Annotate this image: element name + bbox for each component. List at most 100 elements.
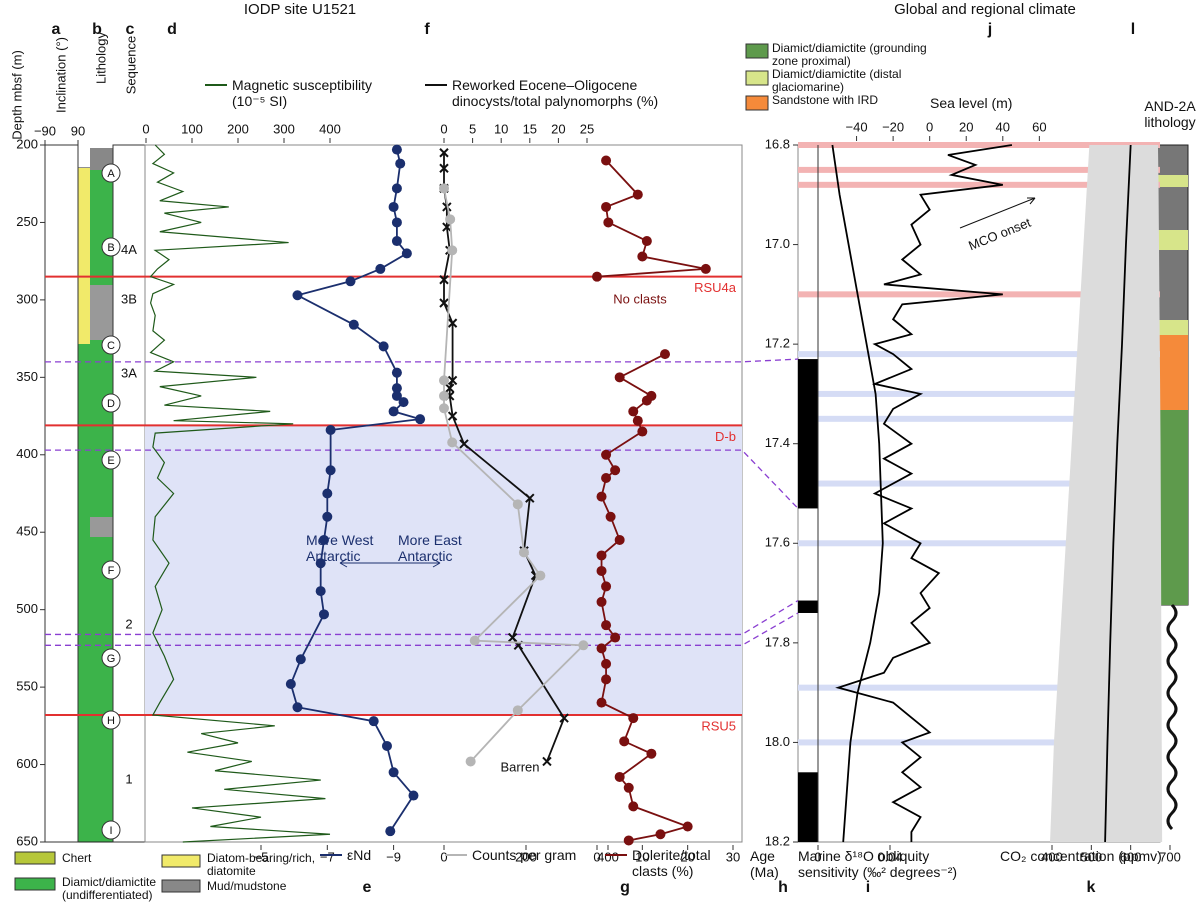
y-tick-label: 550 (16, 679, 38, 694)
marker (628, 801, 639, 812)
legend-label: εNd (347, 847, 372, 863)
annotation: No clasts (613, 291, 667, 306)
unit-circle (101, 237, 121, 257)
unit-label: A (107, 168, 115, 180)
x-tick-label: −9 (386, 849, 401, 864)
x-tick-label: 10 (635, 849, 649, 864)
and2a-distal (1158, 175, 1188, 187)
legend-swatch (161, 854, 201, 868)
x-tick-label: 90 (71, 123, 85, 138)
marker (439, 183, 449, 194)
marker (318, 609, 329, 620)
legend-label: Counts per gram (472, 847, 577, 863)
marker (637, 426, 648, 437)
unit-label: C (107, 340, 115, 352)
x-tick-label: −20 (882, 119, 904, 134)
unit-circle (101, 820, 121, 840)
series-line (831, 144, 884, 843)
marker (601, 449, 612, 460)
panel-letter: d (167, 21, 177, 38)
warm-band (798, 166, 1160, 173)
marker (559, 713, 569, 723)
marker (512, 705, 523, 716)
sequence-label: 1 (125, 771, 132, 786)
marker (391, 183, 402, 194)
panel-letter: l (1131, 21, 1135, 38)
unit-label: E (107, 455, 114, 467)
marker (660, 349, 670, 360)
x-tick-label: 200 (515, 849, 537, 864)
marker (596, 491, 607, 502)
marker (512, 499, 523, 510)
marker (378, 341, 389, 352)
annotation: MCO onset (966, 215, 1033, 254)
x-tick-label: 400 (597, 849, 619, 864)
marker (628, 713, 639, 724)
y-axis-title: Age (Ma) (750, 848, 779, 880)
x-tick-label: 15 (523, 121, 537, 136)
x-tick-label: 300 (273, 121, 295, 136)
panel-letter: f (424, 21, 430, 38)
marker (614, 534, 625, 545)
marker (315, 586, 326, 597)
marker (445, 214, 456, 225)
unit-circle (101, 450, 121, 470)
marker (368, 716, 379, 727)
marker (603, 217, 614, 228)
x-tick-label: 0.04 (877, 849, 902, 864)
marker (391, 390, 402, 401)
marker (388, 201, 399, 212)
legend-label: Diamict/diamictite (grounding zone proxi… (772, 41, 927, 68)
legend-swatch (161, 879, 201, 893)
polarity-normal (798, 772, 818, 842)
marker (601, 581, 612, 592)
axis-title: Sea level (m) (930, 95, 1013, 111)
sequence-label: 4A (121, 242, 137, 257)
x-tick-label: 10 (494, 121, 508, 136)
marker (700, 263, 711, 274)
legend-label: Magnetic susceptibility (10⁻⁵ SI) (232, 77, 373, 109)
series-line (1104, 144, 1132, 843)
marker (623, 782, 634, 793)
and2a-sandstone (1158, 335, 1188, 410)
marker (391, 367, 402, 378)
marker (285, 679, 296, 690)
x-tick-label: 20 (959, 119, 973, 134)
x-tick-label: 60 (1032, 119, 1046, 134)
y-tick-label: 17.8 (765, 634, 790, 649)
marker (447, 375, 458, 386)
x-tick-label: 0 (593, 849, 600, 864)
legend-label: Reworked Eocene–Oligocene dinocysts/tota… (452, 77, 659, 109)
boundary-label: RSU4a (694, 280, 737, 295)
header: IODP site U1521 (244, 1, 356, 18)
marker (395, 158, 406, 169)
series-line (835, 144, 1013, 842)
marker (605, 511, 616, 522)
marker (401, 248, 412, 259)
marker (596, 596, 607, 607)
marker (447, 411, 458, 421)
unit-circle (101, 560, 121, 580)
panel-letter: e (363, 879, 372, 896)
marker (439, 403, 449, 414)
x-tick-label: 30 (726, 849, 740, 864)
marker (601, 155, 612, 166)
sequence-label: 3A (121, 366, 137, 381)
unit-circle (101, 163, 121, 183)
marker (601, 674, 612, 685)
annotation: More West Antarctic (306, 532, 374, 564)
marker (381, 740, 392, 751)
y-tick-label: 17.0 (765, 236, 790, 251)
y-tick-label: 250 (16, 214, 38, 229)
x-tick-label: 0 (814, 849, 821, 864)
cool-band (798, 351, 1160, 358)
x-tick-label: 0 (926, 119, 933, 134)
correlation-line (45, 358, 799, 363)
marker (469, 635, 480, 646)
legend-swatch (745, 43, 769, 59)
y-tick-label: 500 (16, 601, 38, 616)
lithology-mud (90, 517, 113, 537)
y-tick-label: 16.8 (765, 136, 790, 151)
column-label: Lithology (93, 31, 108, 84)
y-tick-label: 400 (16, 446, 38, 461)
